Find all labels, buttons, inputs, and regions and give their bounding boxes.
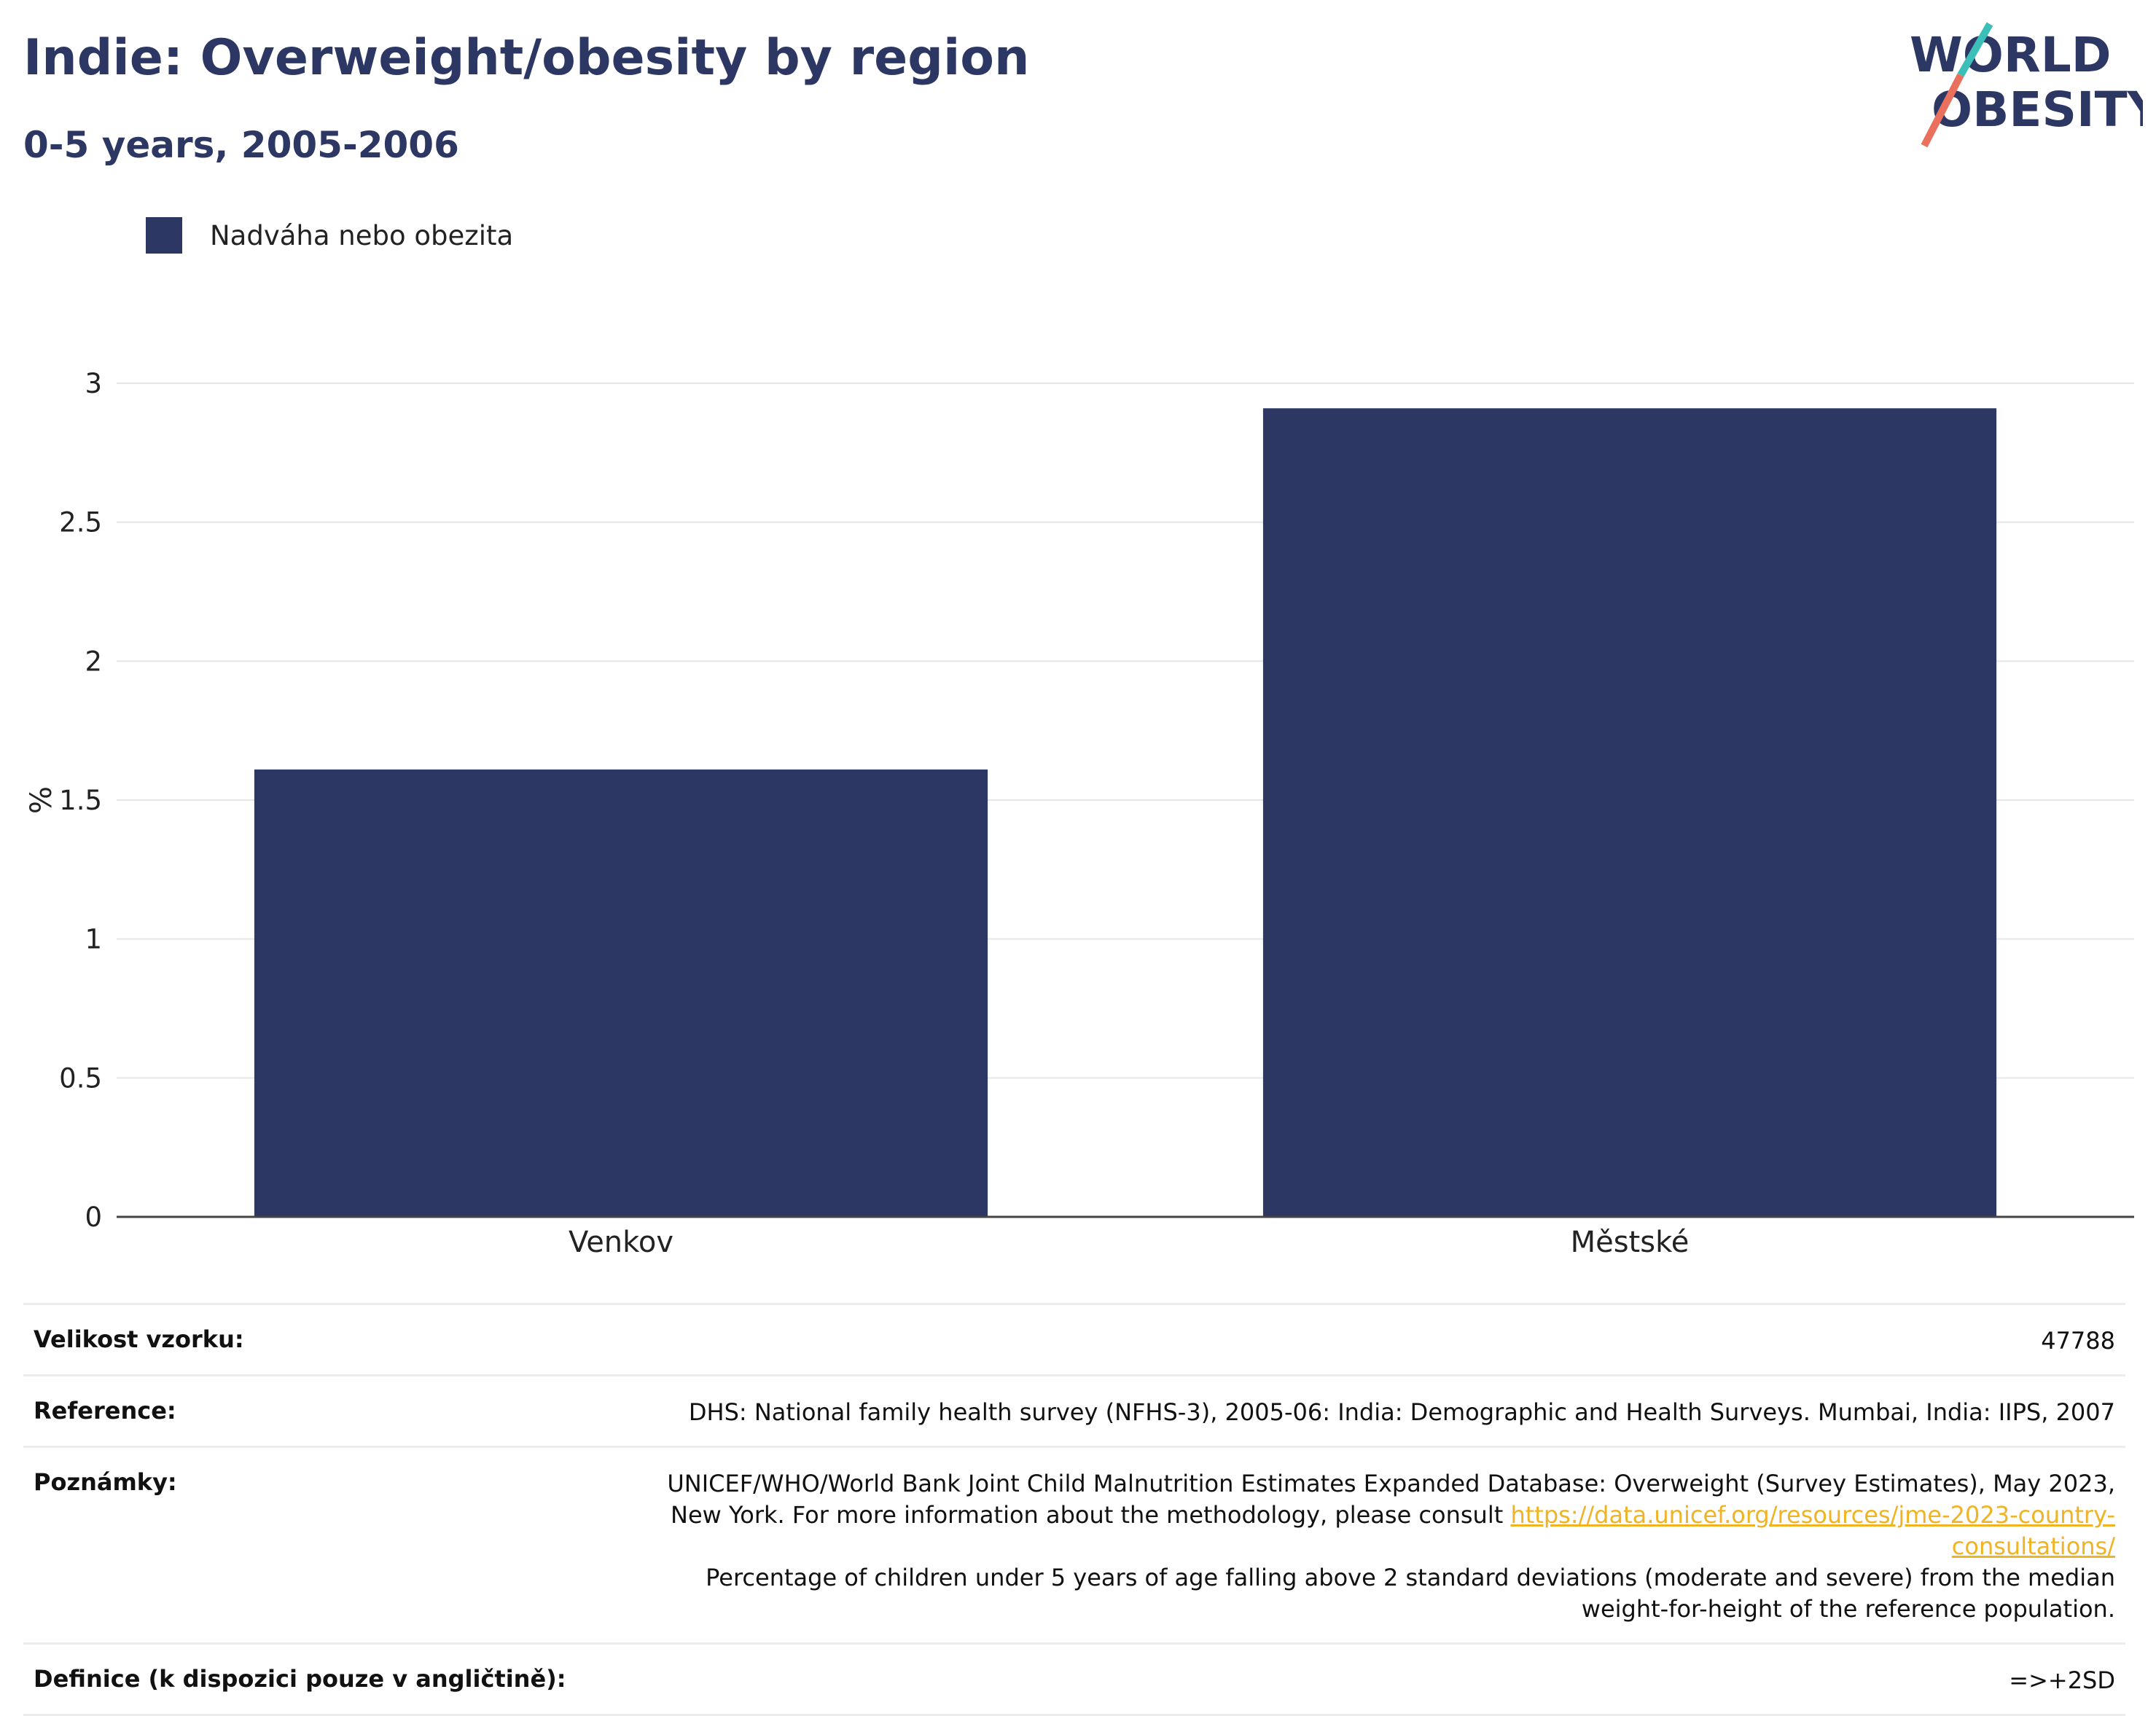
svg-text:WORLD: WORLD bbox=[1910, 27, 2112, 83]
bar bbox=[254, 769, 988, 1217]
sample-size-label: Velikost vzorku: bbox=[34, 1325, 244, 1353]
legend-label: Nadváha nebo obezita bbox=[210, 219, 514, 251]
x-tick-label: Venkov bbox=[569, 1226, 673, 1259]
definition-label: Definice (k dispozici pouze v angličtině… bbox=[34, 1665, 566, 1693]
sample-size-value: 47788 bbox=[2041, 1327, 2115, 1355]
legend: Nadváha nebo obezita bbox=[146, 217, 513, 254]
bar-chart: 0 0.5 1 1.5 2 2.5 3 Venkov Městské% bbox=[25, 368, 2134, 1259]
info-table: Velikost vzorku: 47788 Reference: DHS: N… bbox=[23, 1303, 2125, 1716]
definition-row: Definice (k dispozici pouze v angličtině… bbox=[23, 1642, 2125, 1716]
notes-row: Poznámky: UNICEF/WHO/World Bank Joint Ch… bbox=[23, 1446, 2125, 1642]
legend-swatch bbox=[146, 217, 182, 254]
definition-value: =>+2SD bbox=[2009, 1666, 2115, 1694]
sample-size-row: Velikost vzorku: 47788 bbox=[23, 1303, 2125, 1374]
notes-value: UNICEF/WHO/World Bank Joint Child Malnut… bbox=[657, 1468, 2115, 1625]
notes-text: UNICEF/WHO/World Bank Joint Child Malnut… bbox=[667, 1470, 2115, 1529]
y-tick-label: 2 bbox=[85, 646, 102, 677]
notes-definition-text: Percentage of children under 5 years of … bbox=[706, 1564, 2115, 1623]
y-tick-label: 0 bbox=[85, 1202, 102, 1233]
y-tick-label: 3 bbox=[85, 368, 102, 399]
y-tick-label: 1.5 bbox=[59, 785, 102, 816]
chart-title: Indie: Overweight/obesity by region bbox=[23, 29, 1030, 87]
y-axis-label: % bbox=[25, 786, 58, 814]
y-tick-label: 2.5 bbox=[59, 507, 102, 538]
bar bbox=[1262, 408, 1997, 1217]
notes-label: Poznámky: bbox=[34, 1468, 177, 1496]
svg-text:OBESITY: OBESITY bbox=[1932, 82, 2143, 138]
reference-row: Reference: DHS: National family health s… bbox=[23, 1374, 2125, 1446]
y-tick-label: 0.5 bbox=[59, 1062, 102, 1094]
y-tick-label: 1 bbox=[85, 924, 102, 955]
notes-link[interactable]: https://data.unicef.org/resources/jme-20… bbox=[1510, 1501, 2115, 1560]
reference-label: Reference: bbox=[34, 1397, 176, 1425]
world-obesity-logo: WORLD OBESITY bbox=[1910, 22, 2143, 148]
x-tick-label: Městské bbox=[1571, 1226, 1690, 1259]
reference-value: DHS: National family health survey (NFHS… bbox=[688, 1398, 2115, 1426]
chart-subtitle: 0-5 years, 2005-2006 bbox=[23, 124, 459, 166]
